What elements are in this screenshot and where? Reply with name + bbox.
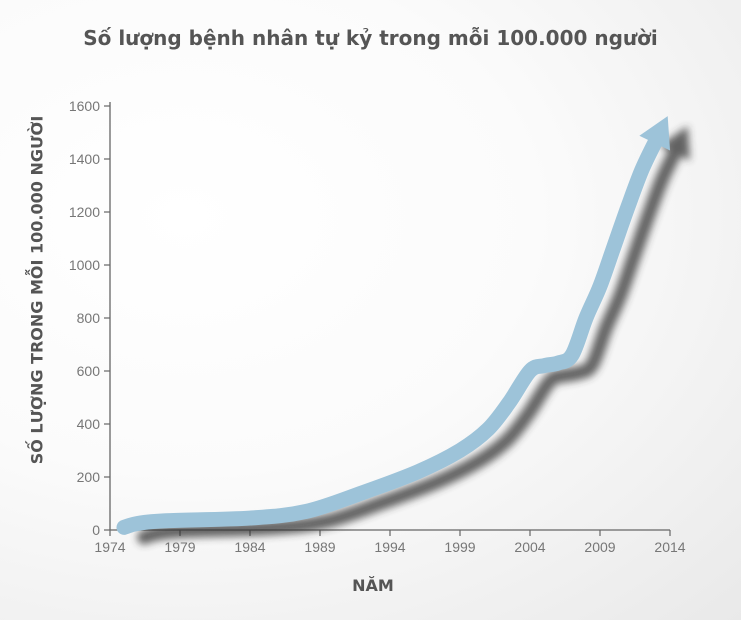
x-tick-label: 1984 xyxy=(234,539,265,555)
x-axis-label: NĂM xyxy=(352,576,394,595)
x-tick-label: 1989 xyxy=(304,539,335,555)
x-tick-label: 1974 xyxy=(94,539,125,555)
x-tick-label: 2004 xyxy=(514,539,545,555)
x-tick-label: 1994 xyxy=(374,539,405,555)
series-arrowhead xyxy=(639,116,671,151)
series-line xyxy=(116,132,664,535)
x-tick-label: 2009 xyxy=(584,539,615,555)
x-tick-label: 2014 xyxy=(654,539,685,555)
y-tick-label: 1200 xyxy=(69,204,100,220)
y-tick-label: 0 xyxy=(92,522,100,538)
x-tick-label: 1979 xyxy=(164,539,195,555)
series-shadow-line xyxy=(137,143,683,545)
y-tick-label: 1600 xyxy=(69,98,100,114)
x-tick-label: 1999 xyxy=(444,539,475,555)
axes: 0 200 400 600 800 1000 1200 1400 1600 1974 1979 198… xyxy=(69,98,686,555)
chart-title: Số lượng bệnh nhân tự kỷ trong mỗi 100.0… xyxy=(83,26,658,50)
y-tick-label: 1000 xyxy=(69,257,100,273)
series-marks xyxy=(116,116,691,545)
y-tick-label: 200 xyxy=(77,469,101,485)
series-shadow xyxy=(137,126,691,545)
y-tick-label: 600 xyxy=(77,363,101,379)
series-shadow-arrowhead xyxy=(659,126,691,161)
y-tick-label: 800 xyxy=(77,310,101,326)
y-tick-label: 1400 xyxy=(69,151,100,167)
y-tick-label: 400 xyxy=(77,416,101,432)
